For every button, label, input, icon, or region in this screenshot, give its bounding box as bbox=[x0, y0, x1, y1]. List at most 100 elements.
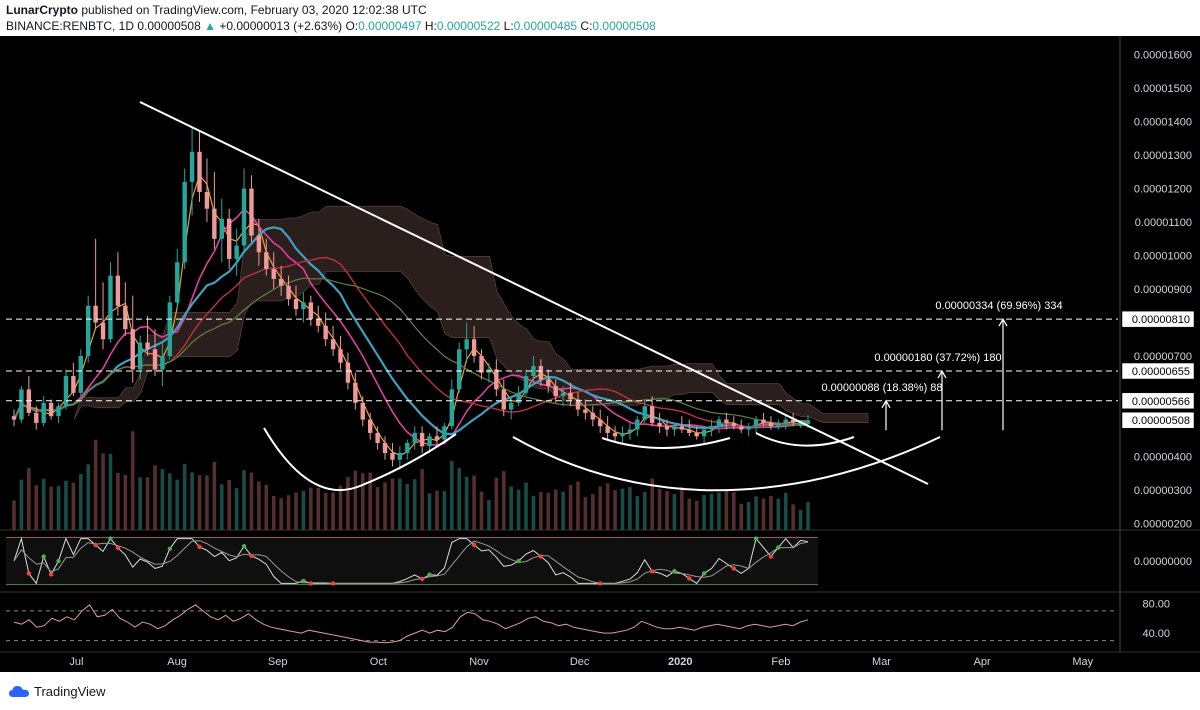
oscillator-cross-dot bbox=[768, 554, 774, 559]
oscillator-cross-dot bbox=[26, 571, 32, 576]
volume-bar bbox=[531, 495, 536, 530]
price-tick-label: 0.00001000 bbox=[1134, 251, 1192, 263]
candle-body bbox=[687, 429, 692, 433]
volume-bar bbox=[12, 500, 16, 530]
volume-bar bbox=[561, 491, 565, 530]
volume-bar bbox=[709, 493, 714, 530]
time-tick-label: Mar bbox=[872, 656, 891, 668]
oscillator-cross-dot bbox=[115, 545, 121, 550]
candle-body bbox=[672, 426, 677, 430]
price-tick-label: 0.00001100 bbox=[1135, 217, 1192, 229]
candle-body bbox=[382, 442, 388, 454]
time-tick-label: 2020 bbox=[668, 656, 692, 668]
candle-body bbox=[323, 325, 328, 340]
time-tick-label: Aug bbox=[167, 656, 187, 668]
low-value: 0.00000485 bbox=[513, 19, 578, 33]
candle-body bbox=[249, 188, 254, 236]
candle-body bbox=[41, 402, 46, 423]
oscillator-cross-dot bbox=[93, 542, 98, 548]
candle-body bbox=[449, 389, 455, 427]
price-tick-label: 0.00001500 bbox=[1134, 83, 1192, 95]
publish-text: published on TradingView.com, February 0… bbox=[81, 3, 427, 17]
candle-body bbox=[375, 432, 380, 443]
volume-bar bbox=[190, 472, 194, 530]
volume-bar bbox=[286, 495, 291, 530]
volume-bar bbox=[487, 500, 491, 530]
candle-body bbox=[212, 208, 217, 239]
oscillator-cross-dot bbox=[731, 566, 736, 571]
oscillator-cross-dot bbox=[701, 571, 707, 576]
price-chart[interactable]: 0.00000088 (18.38%) 88 0.00000180 (37.72%… bbox=[0, 36, 1200, 672]
candle-body bbox=[130, 329, 135, 370]
candle-body bbox=[271, 268, 276, 279]
volume-bar bbox=[798, 510, 803, 530]
volume-bar bbox=[791, 504, 795, 530]
volume-bar bbox=[464, 476, 469, 530]
tradingview-logo[interactable]: TradingView bbox=[8, 684, 106, 699]
time-tick-label: Jul bbox=[69, 656, 83, 668]
oscillator-band bbox=[6, 537, 818, 585]
candle-body bbox=[442, 426, 447, 440]
volume-bar bbox=[472, 475, 476, 530]
volume-bar bbox=[553, 489, 558, 530]
candle-body bbox=[553, 386, 558, 397]
symbol-label[interactable]: BINANCE:RENBTC, 1D bbox=[6, 19, 135, 33]
volume-bar bbox=[93, 439, 98, 530]
oscillator-cross-dot bbox=[308, 581, 314, 586]
candle-body bbox=[731, 422, 736, 427]
candle-body bbox=[34, 412, 39, 423]
candle-body bbox=[457, 349, 462, 390]
price-tick-label: 0.00001600 bbox=[1134, 50, 1192, 62]
cup-arc-left bbox=[263, 427, 457, 491]
measure-arrow-head bbox=[937, 369, 947, 379]
candle-body bbox=[753, 419, 759, 427]
volume-bar bbox=[242, 470, 246, 530]
volume-bar bbox=[257, 481, 261, 530]
candle-body bbox=[301, 302, 306, 310]
price-level-tag bbox=[1121, 362, 1195, 380]
price-tick-label: 0.00000900 bbox=[1134, 284, 1192, 296]
volume-bar bbox=[19, 479, 24, 530]
volume-bar bbox=[375, 487, 380, 530]
drawings[interactable]: 0.00000088 (18.38%) 88 0.00000180 (37.72%… bbox=[6, 101, 1118, 492]
candle-body bbox=[783, 419, 788, 423]
candle-body bbox=[108, 275, 113, 340]
candle-body bbox=[709, 426, 714, 430]
candle-body bbox=[805, 420, 811, 424]
volume-bar bbox=[168, 473, 172, 530]
measure-arrow-head bbox=[998, 317, 1008, 327]
volume-bar bbox=[524, 482, 528, 530]
volume-bar bbox=[724, 490, 729, 530]
candle-body bbox=[538, 366, 544, 380]
candle-body bbox=[175, 262, 180, 303]
volume-bar bbox=[591, 494, 595, 530]
volume-bar bbox=[457, 468, 462, 530]
candle-body bbox=[390, 453, 395, 460]
candle-body bbox=[182, 181, 187, 263]
volume-bar bbox=[108, 453, 113, 530]
volume-bar bbox=[56, 486, 61, 530]
price-tick-label: 0.00001200 bbox=[1134, 184, 1192, 196]
volume-bar bbox=[160, 469, 165, 530]
candlesticks[interactable] bbox=[11, 128, 811, 470]
volume-bar bbox=[86, 464, 91, 530]
author-name[interactable]: LunarCrypto bbox=[6, 3, 78, 17]
cloud-area bbox=[73, 205, 869, 423]
moving-average-line bbox=[13, 277, 809, 426]
candle-body bbox=[241, 188, 247, 246]
candle-body bbox=[204, 191, 210, 209]
rsi-tick-label: 80.00 bbox=[1142, 598, 1170, 610]
volume-bar bbox=[398, 478, 402, 530]
oscillator-cross-dot bbox=[672, 568, 677, 574]
volume-bar bbox=[197, 475, 202, 530]
candle-body bbox=[494, 369, 499, 390]
oscillator-cross-dot bbox=[167, 546, 173, 552]
price-level-tag bbox=[1121, 411, 1195, 429]
candle-body bbox=[583, 409, 588, 413]
candle-body bbox=[412, 432, 417, 443]
volume-bar bbox=[642, 492, 647, 530]
candle-body bbox=[724, 419, 729, 423]
volume-bar bbox=[420, 469, 424, 530]
volume-bar bbox=[754, 496, 758, 530]
cup-arc-large bbox=[512, 436, 941, 492]
